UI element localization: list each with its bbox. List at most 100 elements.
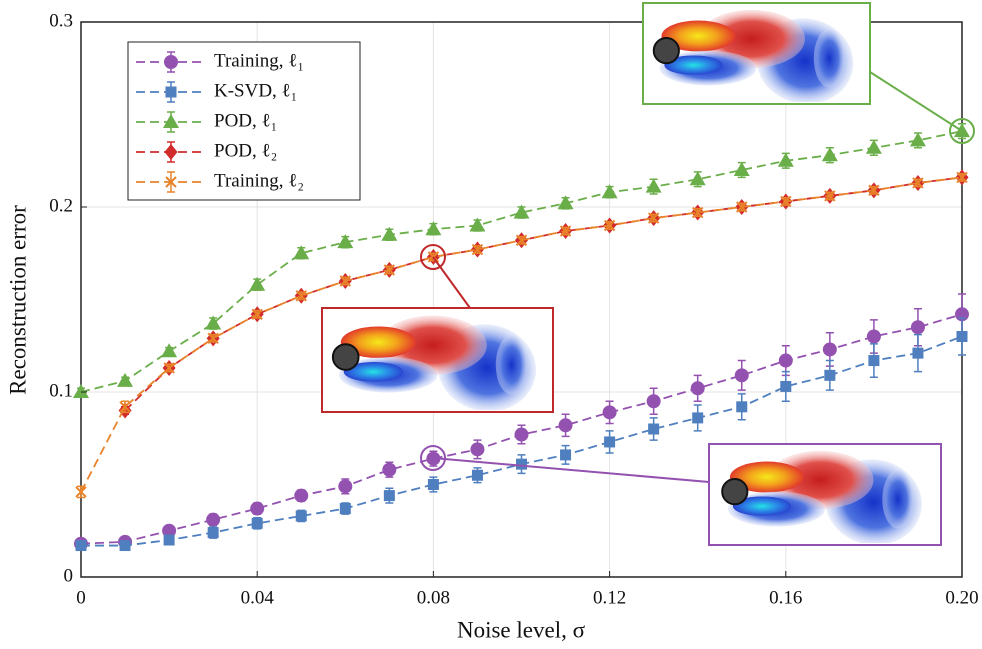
marker xyxy=(251,517,263,529)
y-tick-label: 0.1 xyxy=(49,380,73,401)
marker xyxy=(557,195,574,210)
marker xyxy=(515,234,528,247)
marker xyxy=(912,347,924,359)
marker xyxy=(250,501,265,516)
marker xyxy=(822,342,837,357)
connector xyxy=(432,256,471,309)
marker xyxy=(295,290,307,302)
x-tick-label: 0.04 xyxy=(241,587,275,608)
highlight-circle xyxy=(420,244,446,270)
marker xyxy=(164,144,178,160)
marker xyxy=(165,176,177,188)
marker xyxy=(868,184,880,197)
x-tick-label: 0.12 xyxy=(593,587,626,608)
marker xyxy=(163,534,175,546)
inset xyxy=(708,443,942,546)
marker xyxy=(293,245,310,260)
marker xyxy=(734,368,749,383)
marker xyxy=(559,225,572,237)
marker xyxy=(868,355,880,367)
marker xyxy=(383,490,395,502)
marker xyxy=(163,114,179,128)
marker xyxy=(163,362,175,374)
marker xyxy=(427,479,439,490)
marker xyxy=(471,469,483,481)
x-tick-label: 0.08 xyxy=(417,587,450,608)
marker xyxy=(777,152,794,167)
plot-area xyxy=(73,123,970,552)
y-axis-label: Reconstruction error xyxy=(5,205,30,395)
marker xyxy=(560,449,572,461)
marker xyxy=(558,418,573,433)
legend-label: Training, ℓ₂ xyxy=(214,170,304,191)
marker xyxy=(647,212,660,224)
legend-box xyxy=(127,41,361,201)
marker xyxy=(383,264,396,276)
highlight-circle xyxy=(420,445,446,471)
marker xyxy=(206,512,221,527)
marker xyxy=(119,401,131,413)
marker xyxy=(912,177,924,189)
marker xyxy=(516,458,527,470)
marker xyxy=(602,405,617,420)
marker xyxy=(294,488,309,503)
marker xyxy=(162,523,177,538)
marker xyxy=(690,381,705,396)
marker xyxy=(338,479,353,494)
marker xyxy=(603,219,616,232)
y-tick-label: 0.2 xyxy=(49,195,73,216)
marker xyxy=(251,308,263,321)
marker xyxy=(956,331,968,342)
marker xyxy=(780,380,792,392)
marker xyxy=(866,329,881,344)
marker xyxy=(164,55,178,69)
marker xyxy=(119,540,131,552)
marker xyxy=(337,234,354,249)
legend-label: POD, ℓ₂ xyxy=(214,140,277,161)
marker xyxy=(514,427,529,442)
marker xyxy=(824,190,836,202)
marker xyxy=(469,217,486,232)
marker xyxy=(117,372,134,387)
marker xyxy=(956,171,968,184)
series-line xyxy=(124,176,963,412)
marker xyxy=(821,147,838,162)
marker xyxy=(909,132,926,147)
legend-label: POD, ℓ₁ xyxy=(214,110,277,131)
marker xyxy=(381,226,398,241)
marker xyxy=(207,527,219,539)
connector xyxy=(432,457,710,483)
marker xyxy=(736,401,748,413)
marker xyxy=(778,353,793,368)
highlight-circle xyxy=(949,118,975,144)
marker xyxy=(75,486,87,498)
marker xyxy=(910,320,925,335)
marker xyxy=(648,423,660,435)
marker xyxy=(645,178,662,193)
y-tick-label: 0.3 xyxy=(49,10,73,31)
legend-label: K-SVD, ℓ₁ xyxy=(214,80,297,101)
marker xyxy=(161,343,178,358)
marker xyxy=(205,315,222,330)
marker xyxy=(470,442,485,457)
y-tick-label: 0 xyxy=(64,565,74,586)
x-tick-label: 0.20 xyxy=(945,587,978,608)
legend-label: Training, ℓ₁ xyxy=(214,50,304,71)
marker xyxy=(295,510,307,522)
x-tick-label: 0.16 xyxy=(769,587,802,608)
marker xyxy=(513,204,530,219)
x-tick-label: 0 xyxy=(76,587,86,608)
marker xyxy=(249,276,266,291)
marker xyxy=(165,86,177,98)
marker xyxy=(471,243,484,256)
marker xyxy=(692,412,704,424)
annotations xyxy=(420,71,975,483)
marker xyxy=(601,184,618,199)
series-line xyxy=(80,130,963,393)
inset xyxy=(642,2,871,105)
marker xyxy=(425,221,442,236)
marker xyxy=(824,369,836,381)
marker xyxy=(339,503,351,515)
